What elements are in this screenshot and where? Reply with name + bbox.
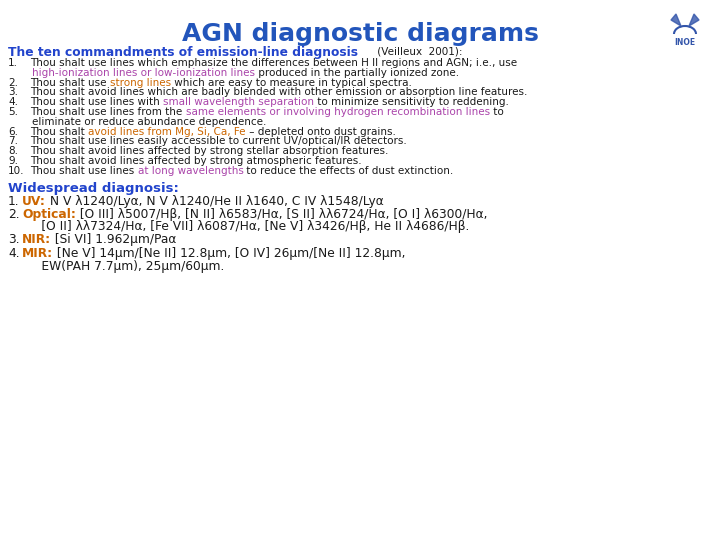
Text: Thou shalt use lines easily accessible to current UV/optical/IR detectors.: Thou shalt use lines easily accessible t… — [30, 137, 407, 146]
Text: 10.: 10. — [8, 166, 24, 176]
Text: Thou shalt use lines from the: Thou shalt use lines from the — [30, 107, 186, 117]
Text: INOE: INOE — [675, 38, 696, 47]
Text: 3.: 3. — [8, 87, 18, 97]
Text: to reduce the effects of dust extinction.: to reduce the effects of dust extinction… — [243, 166, 454, 176]
Text: The ten commandments of emission-line diagnosis: The ten commandments of emission-line di… — [8, 46, 358, 59]
Text: AGN diagnostic diagrams: AGN diagnostic diagrams — [181, 22, 539, 46]
Text: 2.: 2. — [8, 78, 18, 87]
Text: strong lines: strong lines — [109, 78, 171, 87]
Polygon shape — [689, 14, 699, 26]
Text: [Ne V] 14μm/[Ne II] 12.8μm, [O IV] 26μm/[Ne II] 12.8μm,: [Ne V] 14μm/[Ne II] 12.8μm, [O IV] 26μm/… — [53, 247, 405, 260]
Text: [O II] λλ7324/Hα, [Fe VII] λ6087/Hα, [Ne V] λ3426/Hβ, He II λ4686/Hβ.: [O II] λλ7324/Hα, [Fe VII] λ6087/Hα, [Ne… — [22, 220, 469, 233]
Text: UV:: UV: — [22, 195, 46, 208]
Text: small wavelength separation: small wavelength separation — [163, 97, 314, 107]
Text: same elements or involving hydrogen recombination lines: same elements or involving hydrogen reco… — [186, 107, 490, 117]
Text: Thou shalt avoid lines which are badly blended with other emission or absorption: Thou shalt avoid lines which are badly b… — [30, 87, 527, 97]
Text: 7.: 7. — [8, 137, 18, 146]
Text: Thou shalt use lines which emphasize the differences between H II regions and AG: Thou shalt use lines which emphasize the… — [30, 58, 517, 68]
Text: 1.: 1. — [8, 195, 19, 208]
Text: eliminate or reduce abundance dependence.: eliminate or reduce abundance dependence… — [32, 117, 266, 127]
Text: Thou shalt avoid lines affected by strong atmospheric features.: Thou shalt avoid lines affected by stron… — [30, 156, 361, 166]
Text: [O III] λ5007/Hβ, [N II] λ6583/Hα, [S II] λλ6724/Hα, [O I] λ6300/Hα,: [O III] λ5007/Hβ, [N II] λ6583/Hα, [S II… — [76, 208, 487, 221]
Text: to: to — [490, 107, 503, 117]
Text: Thou shalt use: Thou shalt use — [30, 78, 109, 87]
Text: Thou shalt use lines: Thou shalt use lines — [30, 166, 138, 176]
Text: Thou shalt: Thou shalt — [30, 126, 88, 137]
Text: 9.: 9. — [8, 156, 18, 166]
Text: Thou shalt avoid lines affected by strong stellar absorption features.: Thou shalt avoid lines affected by stron… — [30, 146, 388, 156]
Text: at long wavelengths: at long wavelengths — [138, 166, 243, 176]
Text: – depleted onto dust grains.: – depleted onto dust grains. — [246, 126, 395, 137]
Text: produced in the partially ionized zone.: produced in the partially ionized zone. — [255, 68, 459, 78]
Text: Optical:: Optical: — [22, 208, 76, 221]
Text: 6.: 6. — [8, 126, 18, 137]
Text: 2.: 2. — [8, 208, 19, 221]
Text: Thou shalt use lines with: Thou shalt use lines with — [30, 97, 163, 107]
Text: N V λ1240/Lyα, N V λ1240/He II λ1640, C IV λ1548/Lyα: N V λ1240/Lyα, N V λ1240/He II λ1640, C … — [46, 195, 384, 208]
Text: 4.: 4. — [8, 247, 19, 260]
Text: 5.: 5. — [8, 107, 18, 117]
Text: high-ionization lines or low-ionization lines: high-ionization lines or low-ionization … — [32, 68, 255, 78]
Polygon shape — [671, 14, 681, 26]
Text: to minimize sensitivity to reddening.: to minimize sensitivity to reddening. — [314, 97, 509, 107]
Text: 4.: 4. — [8, 97, 18, 107]
Text: EW(PAH 7.7μm), 25μm/60μm.: EW(PAH 7.7μm), 25μm/60μm. — [22, 260, 225, 273]
Text: Widespread diagnosis:: Widespread diagnosis: — [8, 182, 179, 195]
Text: which are easy to measure in typical spectra.: which are easy to measure in typical spe… — [171, 78, 412, 87]
Text: [Si VI] 1.962μm/Paα: [Si VI] 1.962μm/Paα — [51, 233, 176, 246]
Text: avoid lines from Mg, Si, Ca, Fe: avoid lines from Mg, Si, Ca, Fe — [88, 126, 246, 137]
Text: (Veilleux  2001):: (Veilleux 2001): — [374, 46, 462, 56]
Text: 1.: 1. — [8, 58, 18, 68]
Text: 8.: 8. — [8, 146, 18, 156]
Text: MIR:: MIR: — [22, 247, 53, 260]
Text: 3.: 3. — [8, 233, 19, 246]
Text: NIR:: NIR: — [22, 233, 51, 246]
